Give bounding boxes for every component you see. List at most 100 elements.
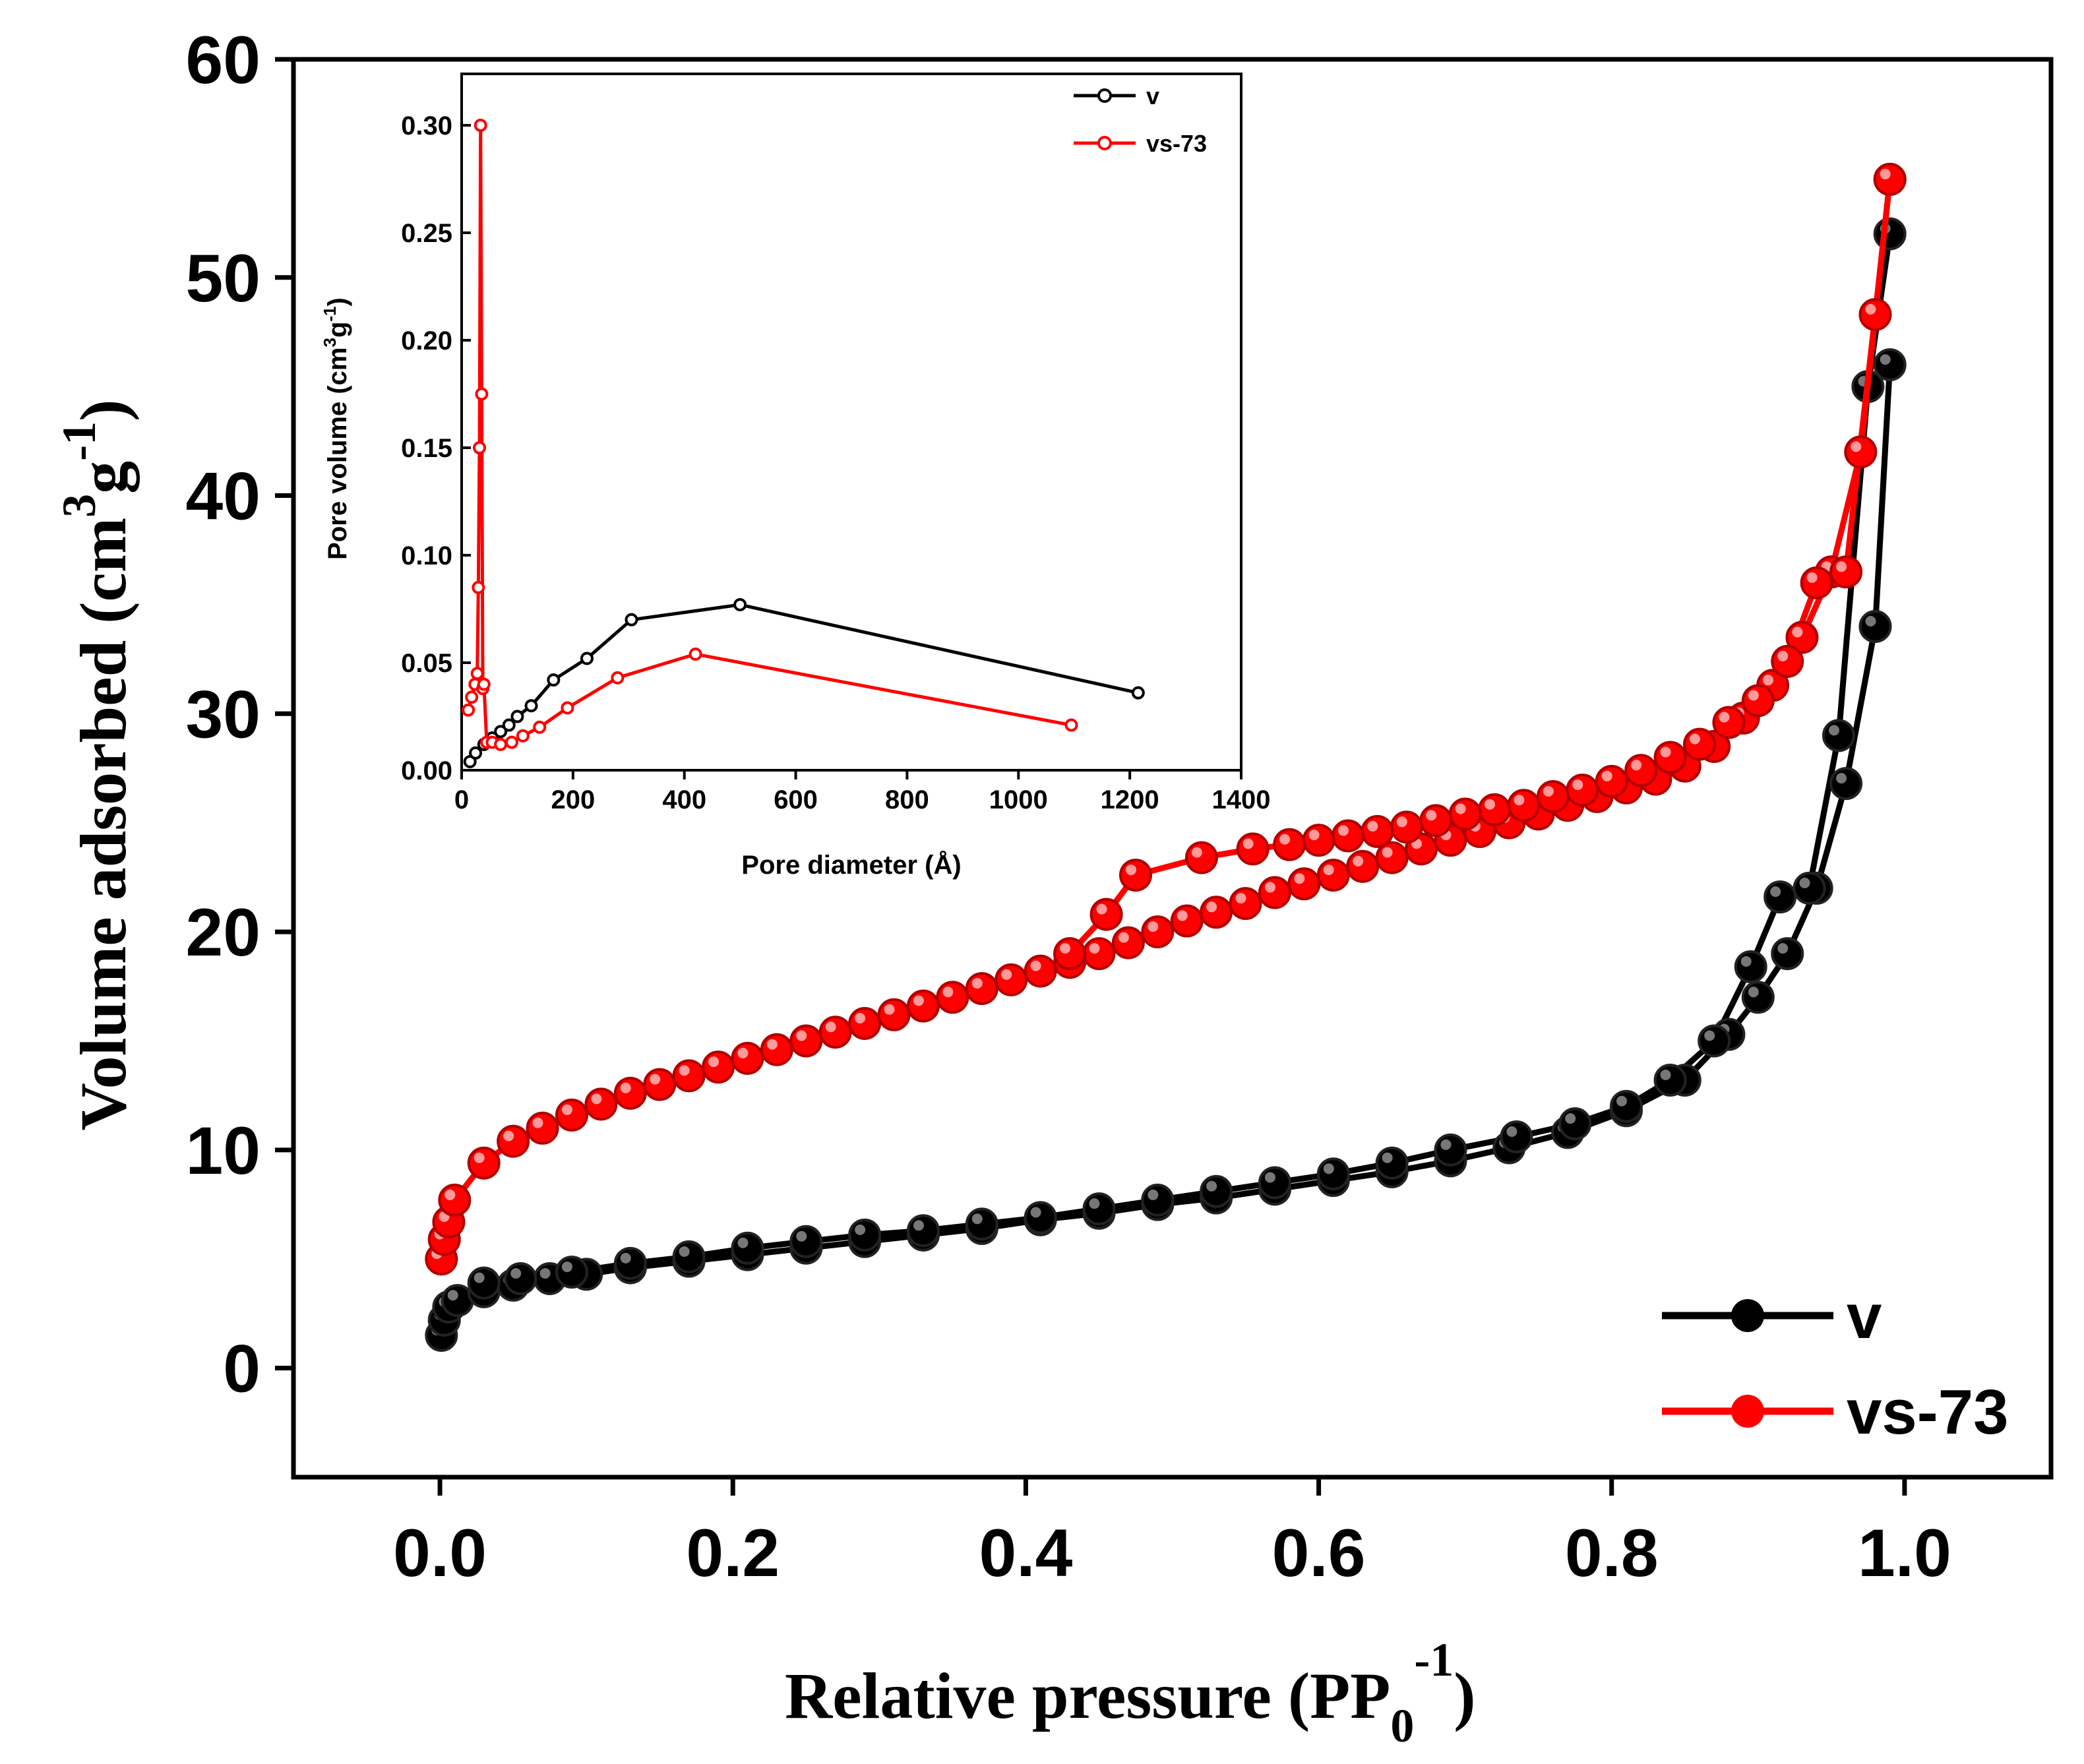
data-point (789, 1024, 823, 1058)
data-point (1873, 162, 1907, 196)
data-point-highlight (561, 1104, 572, 1115)
data-point-highlight (1206, 901, 1217, 913)
inset-data-point (494, 725, 508, 739)
data-point (1082, 1192, 1116, 1226)
data-point-highlight (1030, 1207, 1041, 1218)
x-tick-label: 0.2 (686, 1515, 780, 1591)
data-point-highlight (620, 1082, 631, 1093)
data-point-highlight (1836, 773, 1847, 784)
data-point (672, 1240, 706, 1273)
data-point-highlight (474, 1152, 485, 1163)
data-point-highlight (913, 995, 924, 1006)
data-point-highlight (1177, 910, 1188, 921)
data-point (1053, 937, 1087, 971)
data-point (702, 1050, 735, 1084)
x-axis-title: Relative pressure (PP0-1) (785, 1633, 1476, 1752)
inset-x-tick-label: 0 (454, 785, 469, 814)
data-point (1858, 298, 1892, 331)
data-point (1229, 887, 1262, 921)
data-point (467, 1146, 501, 1180)
inset-data-point (510, 710, 524, 723)
inset-y-tick-label: 0.30 (401, 111, 452, 140)
data-point-highlight (1206, 1180, 1217, 1192)
data-point-highlight (1748, 690, 1759, 701)
data-point-highlight (591, 1093, 602, 1105)
data-point-highlight (1367, 820, 1378, 832)
data-point (1771, 937, 1804, 971)
inset-data-point (689, 647, 702, 661)
inset-data-point (625, 613, 638, 626)
data-point-highlight (1118, 932, 1129, 943)
legend-label: v (1847, 1281, 1882, 1352)
data-point (1236, 832, 1270, 866)
inset-legend: v vs-73 (1074, 82, 1207, 157)
data-point-highlight (1001, 969, 1012, 980)
y-axis-title: Volume adsorbed (cm3g-1) (53, 400, 140, 1131)
data-point (1273, 828, 1306, 861)
data-point-highlight (1148, 1189, 1159, 1200)
data-point-highlight (1440, 1139, 1452, 1150)
inset-x-tick-label: 400 (662, 785, 706, 814)
data-point-highlight (1485, 799, 1496, 810)
data-point (1258, 876, 1291, 909)
data-point (1624, 754, 1658, 787)
inset-chart: 0.00 0.05 0.10 0.15 0.20 0.25 0.30 0 200 400 600 80… (320, 73, 1270, 880)
data-point-highlight (708, 1056, 720, 1068)
data-point (1258, 1166, 1291, 1200)
data-point-highlight (942, 987, 954, 998)
data-point-highlight (1792, 626, 1803, 638)
data-point (497, 1124, 530, 1158)
data-point (1184, 841, 1218, 874)
data-point (1653, 741, 1687, 774)
inset-data-point (611, 671, 625, 684)
data-point (1741, 684, 1775, 717)
inset-y-tick-label: 0.10 (401, 541, 452, 570)
data-point-highlight (1880, 354, 1891, 365)
data-point-highlight (1030, 960, 1041, 971)
inset-x-tick-label: 1000 (989, 785, 1048, 814)
data-point (1434, 1133, 1467, 1167)
data-point-highlight (1704, 1030, 1715, 1041)
inset-y-tick-label: 0.20 (401, 326, 452, 355)
data-point-highlight (1353, 855, 1364, 867)
data-point-highlight (1865, 304, 1876, 315)
data-point-highlight (503, 1130, 514, 1141)
data-point-highlight (1740, 956, 1752, 967)
data-point (1683, 727, 1716, 761)
legend-marker (1731, 1395, 1764, 1428)
data-point-highlight (1836, 561, 1847, 572)
data-point (1316, 859, 1350, 892)
inset-data-point (473, 441, 487, 454)
inset-data-point (462, 703, 475, 717)
inset-data-point (1131, 686, 1145, 700)
data-point-highlight (855, 1224, 866, 1235)
data-point-highlight (1396, 816, 1407, 828)
data-point (965, 972, 998, 1006)
data-point-highlight (1660, 746, 1671, 758)
inset-data-point (465, 690, 479, 704)
y-tick-label: 10 (186, 1113, 260, 1188)
inset-legend-label: v (1146, 82, 1159, 109)
data-point (1089, 897, 1123, 931)
data-point (504, 1262, 537, 1295)
data-point (1873, 217, 1907, 251)
data-point (555, 1256, 588, 1289)
data-point-highlight (1426, 810, 1437, 821)
data-point (1024, 1201, 1057, 1234)
data-point (848, 1007, 882, 1040)
x-tick-label: 0.6 (1272, 1515, 1366, 1591)
data-point (1302, 824, 1335, 857)
data-point-highlight (1242, 838, 1254, 849)
data-point (1595, 764, 1628, 798)
data-point-highlight (1799, 877, 1810, 888)
inset-y-tick-label: 0.25 (401, 219, 452, 248)
inset-data-point (475, 387, 489, 401)
data-point-highlight (737, 1047, 749, 1058)
y-tick-label: 30 (186, 677, 260, 752)
data-point-highlight (1279, 834, 1291, 845)
inset-data-point (505, 735, 518, 749)
inset-data-point (494, 737, 508, 751)
data-point-highlight (1880, 168, 1891, 179)
inset-x-tick-label: 600 (774, 785, 818, 814)
series-vs-73 (425, 162, 1907, 1276)
